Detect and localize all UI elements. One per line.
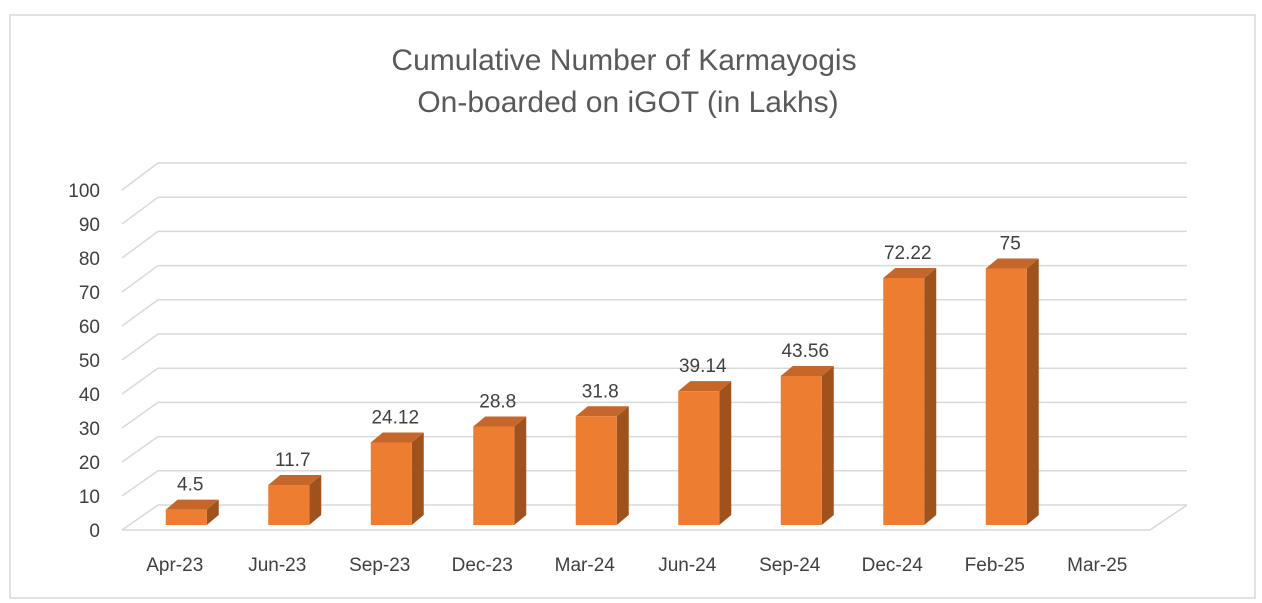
value-label: 28.8: [479, 392, 516, 413]
x-tick-label: Dec-24: [862, 555, 924, 576]
y-tick-label: 0: [89, 521, 100, 542]
x-tick-label: Jun-23: [248, 555, 306, 576]
x-tick-label: Dec-23: [452, 555, 513, 576]
x-tick-label: Sep-23: [349, 555, 410, 576]
grid-line: [121, 401, 1187, 429]
bar-top: [575, 406, 629, 417]
bar: [370, 442, 412, 525]
grid-line: [121, 162, 1187, 191]
bar-top: [370, 432, 424, 443]
bar: [575, 416, 617, 525]
bar-side: [206, 499, 219, 525]
bar-side: [411, 432, 424, 525]
value-label: 4.5: [177, 475, 203, 496]
grid-line: [121, 367, 1187, 395]
x-tick-label: Mar-24: [555, 555, 616, 576]
bar: [473, 426, 515, 525]
value-label: 75: [1000, 234, 1021, 255]
y-tick-label: 60: [79, 317, 100, 338]
bar-side: [309, 474, 322, 525]
chart-title-line-2: On-boarded on iGOT (in Lakhs): [417, 86, 838, 119]
grid-line: [121, 299, 1187, 327]
y-tick-label: 40: [79, 385, 100, 406]
bar-side: [514, 416, 527, 525]
y-tick-label: 90: [79, 215, 100, 236]
value-label: 72.22: [884, 243, 932, 264]
bar-top: [678, 381, 732, 392]
x-tick-label: Mar-25: [1067, 555, 1127, 576]
bar-top: [780, 366, 834, 377]
value-label: 24.12: [371, 408, 419, 429]
y-tick-label: 20: [79, 453, 100, 474]
grid-line: [121, 264, 1187, 293]
bar-top: [985, 258, 1039, 269]
grid-line: [121, 435, 1187, 463]
x-tick-label: Jun-24: [658, 555, 717, 576]
value-label: 39.14: [679, 356, 727, 377]
y-tick-label: 80: [79, 249, 100, 270]
bar-side: [1026, 258, 1039, 525]
x-tick-label: Feb-25: [965, 555, 1025, 576]
y-tick-label: 70: [79, 283, 100, 304]
x-tick-label: Sep-24: [759, 555, 821, 576]
bar-top: [883, 268, 937, 279]
bar: [883, 278, 925, 525]
bar-side: [924, 268, 937, 525]
grid-line: [121, 470, 1187, 497]
bar-top: [268, 474, 322, 485]
grid-line: [121, 230, 1187, 259]
y-tick-label: 30: [79, 419, 100, 440]
y-tick-label: 50: [79, 351, 100, 372]
bar: [780, 376, 822, 525]
bar-side: [821, 366, 834, 525]
value-label: 31.8: [582, 381, 619, 402]
grid-line: [121, 196, 1187, 225]
bar-top: [165, 499, 219, 510]
bar: [985, 268, 1027, 525]
bar: [678, 391, 720, 525]
value-label: 43.56: [781, 341, 829, 362]
bar: [165, 509, 207, 525]
bar-side: [719, 381, 732, 525]
grid-line: [121, 333, 1187, 361]
bar-side: [616, 406, 629, 525]
x-tick-label: Apr-23: [146, 555, 203, 576]
chart-title-line-1: Cumulative Number of Karmayogis: [391, 44, 856, 77]
bar-top: [473, 416, 527, 427]
y-tick-label: 10: [79, 487, 100, 508]
bar: [268, 484, 310, 525]
floor-edge: [1149, 504, 1188, 531]
value-label: 11.7: [275, 450, 311, 471]
grid-line: [121, 504, 1187, 531]
y-tick-label: 100: [68, 181, 100, 202]
